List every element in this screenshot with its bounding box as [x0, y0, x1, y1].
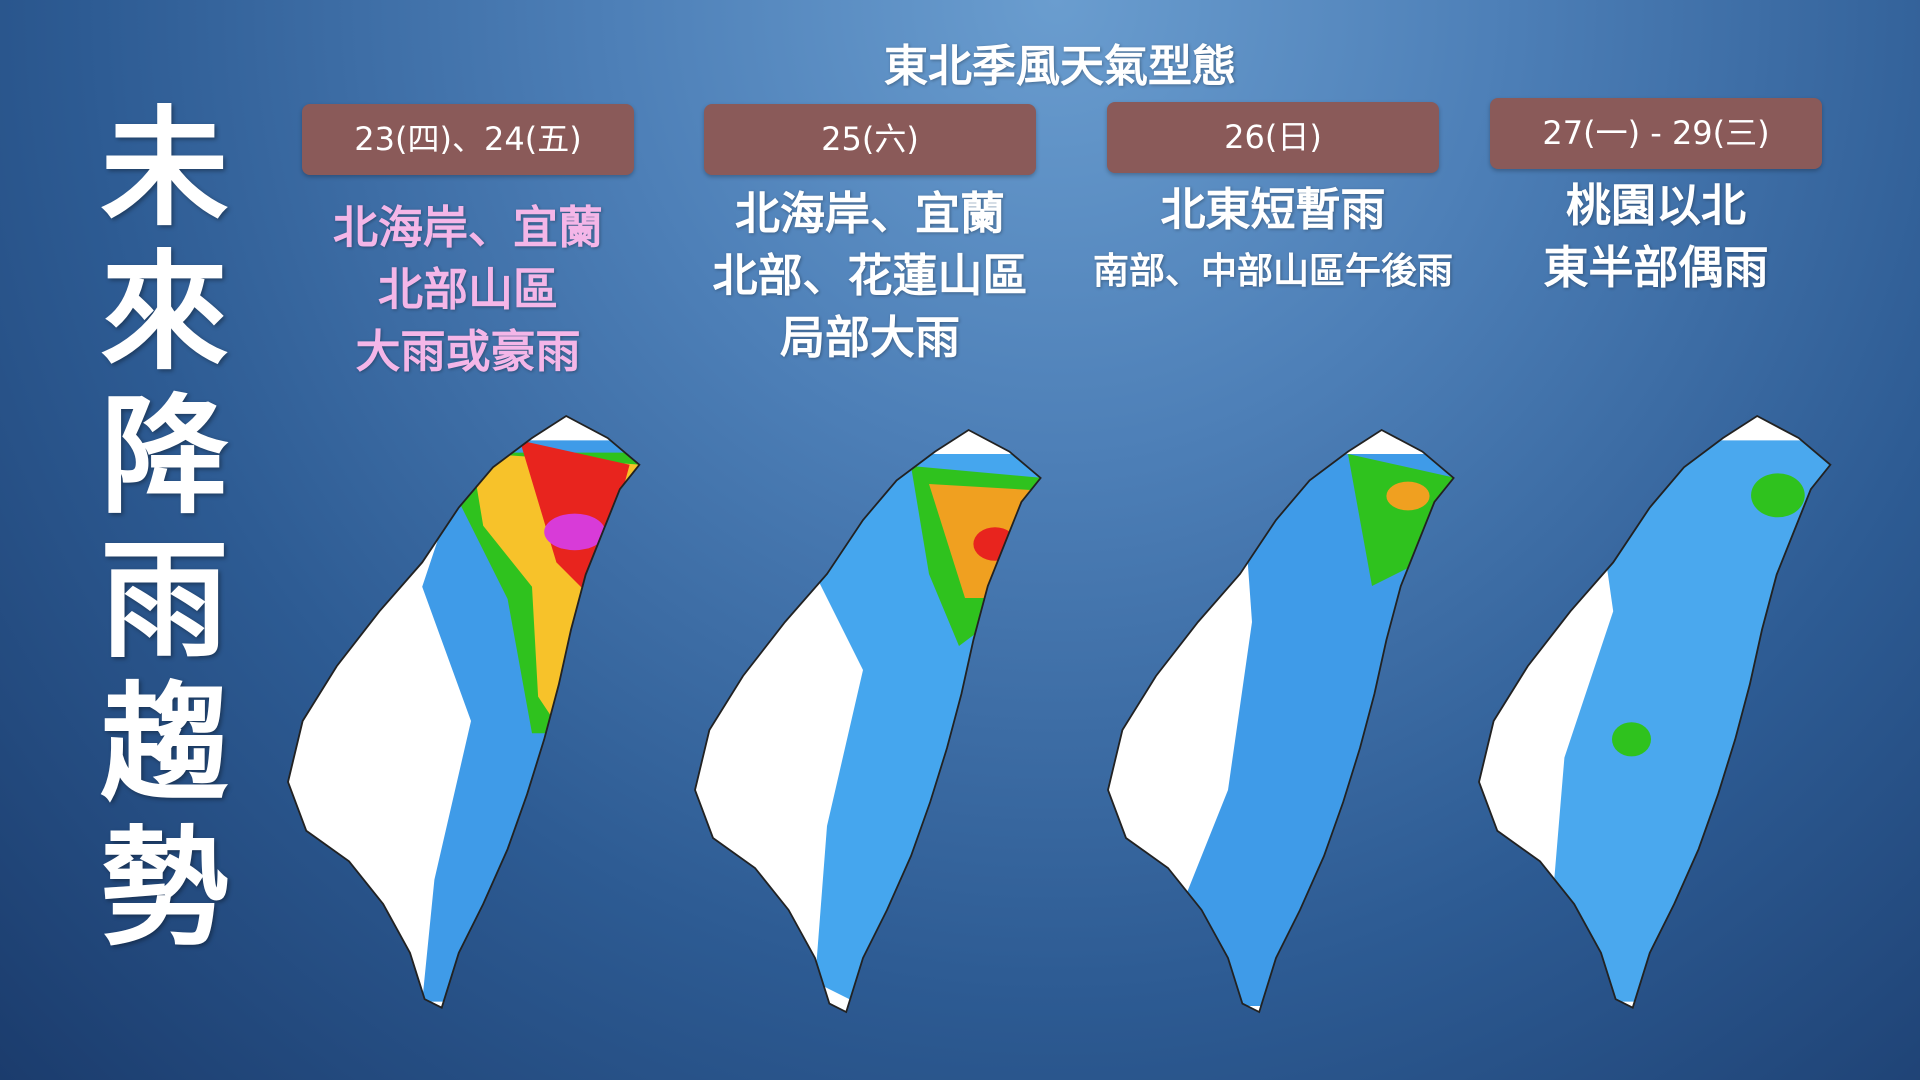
map-1 — [287, 415, 641, 1009]
date-badge: 27(一) - 29(三) — [1490, 98, 1822, 169]
panel-line: 北部山區 — [377, 263, 558, 316]
map-3 — [1107, 429, 1455, 1013]
date-badge: 25(六) — [704, 104, 1036, 175]
date-badge: 23(四)、24(五) — [302, 104, 634, 175]
panel-line: 北海岸、宜蘭 — [332, 201, 603, 254]
panel-line: 北東短暫雨 — [1160, 183, 1386, 236]
panel: 25(六) 北海岸、宜蘭 北部、花蓮山區 局部大雨 — [660, 104, 1080, 369]
panel-line: 北部、花蓮山區 — [712, 249, 1028, 302]
panel-line: 桃園以北 — [1565, 179, 1746, 232]
panel-line: 北海岸、宜蘭 — [734, 187, 1005, 240]
vertical-title: 未來降雨趨勢 — [78, 100, 227, 964]
map-2 — [694, 429, 1042, 1013]
panel: 27(一) - 29(三) 桃園以北 東半部偶雨 — [1446, 98, 1866, 299]
panel-line: 南部、中部山區午後雨 — [1092, 251, 1453, 292]
date-badge: 26(日) — [1107, 102, 1439, 173]
map-4 — [1478, 415, 1832, 1009]
panel: 26(日) 北東短暫雨 南部、中部山區午後雨 — [1063, 102, 1483, 303]
panel-line: 大雨或豪雨 — [355, 325, 581, 378]
panel-line: 東半部偶雨 — [1543, 241, 1769, 294]
panel-line: 局部大雨 — [779, 311, 960, 364]
panel: 23(四)、24(五) 北海岸、宜蘭 北部山區 大雨或豪雨 — [258, 104, 678, 383]
header: 東北季風天氣型態 — [884, 41, 1236, 92]
